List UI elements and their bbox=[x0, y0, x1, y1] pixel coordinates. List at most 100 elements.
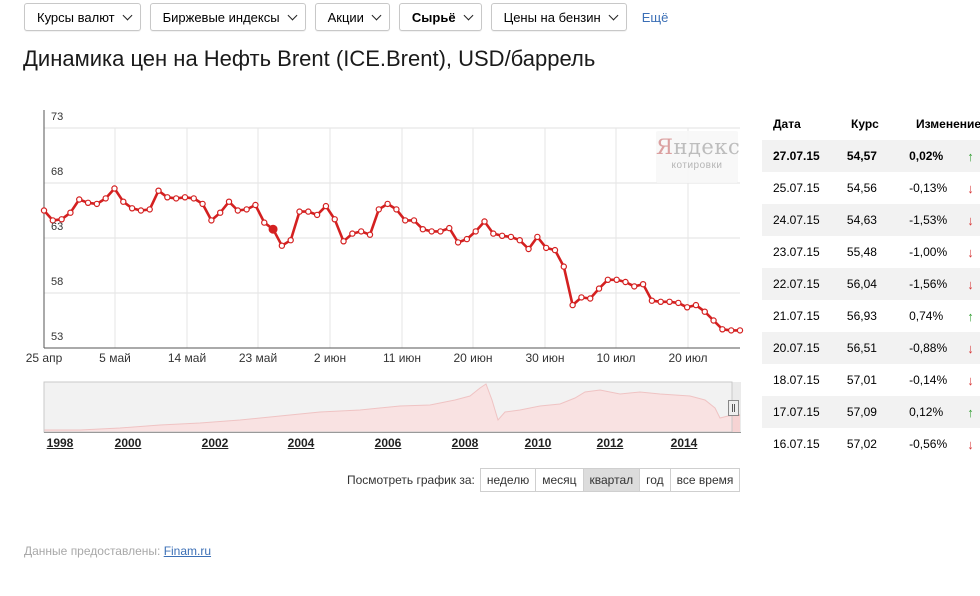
price-point bbox=[287, 236, 294, 244]
nav-currency-rates[interactable]: Курсы валют bbox=[24, 3, 141, 31]
price-point bbox=[181, 194, 189, 201]
period-month-button[interactable]: месяц bbox=[535, 468, 583, 492]
price-point bbox=[675, 299, 682, 307]
cell-rate: 57,09 bbox=[846, 405, 877, 419]
price-point bbox=[534, 233, 541, 241]
table-row: 16.07.15 57,02 -0,56% ↓ bbox=[762, 428, 980, 460]
navigator-drag-handle[interactable] bbox=[728, 400, 739, 416]
header-rate: Курс bbox=[851, 117, 879, 131]
nav-more-link[interactable]: Ещё bbox=[641, 9, 669, 25]
price-point bbox=[225, 198, 233, 205]
nav-stocks[interactable]: Акции bbox=[314, 3, 390, 31]
period-label: Посмотреть график за: bbox=[347, 473, 475, 487]
price-point bbox=[613, 276, 620, 283]
price-point bbox=[428, 228, 435, 235]
x-tick-label: 11 июн bbox=[382, 351, 422, 365]
price-point bbox=[639, 281, 647, 288]
price-point bbox=[463, 235, 471, 243]
price-point bbox=[384, 200, 391, 208]
nav-label: Биржевые индексы bbox=[162, 9, 280, 25]
price-point bbox=[683, 304, 691, 311]
nav-label: Акции bbox=[327, 9, 364, 25]
y-tick-label: 58 bbox=[51, 276, 64, 288]
header-change: Изменение bbox=[916, 117, 980, 131]
nav-stock-indices[interactable]: Биржевые индексы bbox=[149, 3, 306, 31]
price-point bbox=[578, 294, 585, 301]
table-header: Дата Курс Изменение bbox=[762, 108, 980, 140]
cell-change: -1,53% bbox=[909, 213, 948, 227]
quotes-table: Дата Курс Изменение 27.07.15 54,57 0,02% ↑ 2… bbox=[762, 108, 980, 460]
period-year-button[interactable]: год bbox=[639, 468, 670, 492]
arrow-down-icon: ↓ bbox=[967, 180, 974, 196]
table-row: 20.07.15 56,51 -0,88% ↓ bbox=[762, 332, 980, 364]
arrow-down-icon: ↓ bbox=[967, 372, 974, 388]
arrow-down-icon: ↓ bbox=[967, 244, 974, 260]
cell-rate: 56,04 bbox=[846, 277, 877, 291]
price-point bbox=[498, 232, 506, 239]
table-row: 25.07.15 54,56 -0,13% ↓ bbox=[762, 172, 980, 204]
data-source: Данные предоставлены: Finam.ru bbox=[24, 544, 211, 558]
navigator-year[interactable]: 1998 bbox=[46, 436, 74, 450]
price-point bbox=[569, 301, 576, 309]
price-point bbox=[736, 327, 744, 334]
price-point bbox=[727, 327, 735, 334]
cell-date: 20.07.15 bbox=[773, 341, 820, 355]
nav-gasoline-prices[interactable]: Цены на бензин bbox=[490, 3, 627, 31]
x-tick-label: 2 июн bbox=[313, 351, 347, 365]
cell-date: 25.07.15 bbox=[773, 181, 820, 195]
price-point bbox=[349, 230, 356, 237]
source-link[interactable]: Finam.ru bbox=[163, 544, 212, 558]
price-point bbox=[410, 217, 418, 224]
arrow-up-icon: ↑ bbox=[967, 148, 974, 164]
cell-rate: 54,63 bbox=[846, 213, 877, 227]
navigator-year[interactable]: 2010 bbox=[524, 436, 552, 450]
price-point bbox=[516, 236, 523, 244]
watermark-logo: Яндекс bbox=[656, 135, 741, 159]
y-tick-label: 68 bbox=[51, 166, 64, 178]
table-row: 17.07.15 57,09 0,12% ↑ bbox=[762, 396, 980, 428]
arrow-down-icon: ↓ bbox=[967, 340, 974, 356]
x-tick-label: 14 май bbox=[167, 351, 207, 365]
navigator-year[interactable]: 2008 bbox=[451, 436, 479, 450]
cell-change: -0,56% bbox=[909, 437, 948, 451]
navigator-year[interactable]: 2000 bbox=[114, 436, 142, 450]
price-point bbox=[199, 200, 206, 208]
cell-change: 0,74% bbox=[909, 309, 944, 323]
cell-date: 24.07.15 bbox=[773, 213, 820, 227]
price-point bbox=[296, 208, 303, 215]
cell-date: 17.07.15 bbox=[773, 405, 820, 419]
price-point bbox=[164, 194, 171, 201]
cell-change: -1,00% bbox=[909, 245, 948, 259]
price-point bbox=[490, 230, 497, 237]
navigator-year[interactable]: 2006 bbox=[374, 436, 402, 450]
navigator-year[interactable]: 2014 bbox=[670, 436, 698, 450]
period-week-button[interactable]: неделю bbox=[479, 468, 536, 492]
nav-commodities[interactable]: Сырьё bbox=[398, 3, 482, 31]
period-quarter-button[interactable]: квартал bbox=[582, 468, 640, 492]
watermark-subtitle: котировки bbox=[671, 160, 723, 171]
cell-date: 16.07.15 bbox=[773, 437, 820, 451]
price-point bbox=[560, 263, 567, 270]
period-all-time-button[interactable]: все время bbox=[669, 468, 741, 492]
table-row: 24.07.15 54,63 -1,53% ↓ bbox=[762, 204, 980, 236]
price-point bbox=[322, 202, 330, 210]
x-tick-label: 23 май bbox=[238, 351, 278, 365]
table-row: 27.07.15 54,57 0,02% ↑ bbox=[762, 140, 980, 172]
navigator-year[interactable]: 2002 bbox=[201, 436, 229, 450]
navigator-year[interactable]: 2012 bbox=[596, 436, 624, 450]
price-point bbox=[155, 187, 162, 194]
price-point bbox=[217, 209, 224, 216]
y-tick-label: 53 bbox=[51, 331, 64, 343]
price-point bbox=[366, 231, 374, 238]
price-point bbox=[84, 199, 92, 206]
table-row: 21.07.15 56,93 0,74% ↑ bbox=[762, 300, 980, 332]
price-point bbox=[208, 217, 215, 224]
nav-label: Курсы валют bbox=[37, 9, 115, 25]
price-point bbox=[402, 217, 409, 224]
price-point bbox=[507, 233, 515, 241]
yandex-watermark: Яндекс котировки bbox=[656, 131, 741, 183]
price-point bbox=[648, 297, 656, 304]
navigator-year[interactable]: 2004 bbox=[287, 436, 315, 450]
cell-change: 0,02% bbox=[909, 149, 944, 163]
